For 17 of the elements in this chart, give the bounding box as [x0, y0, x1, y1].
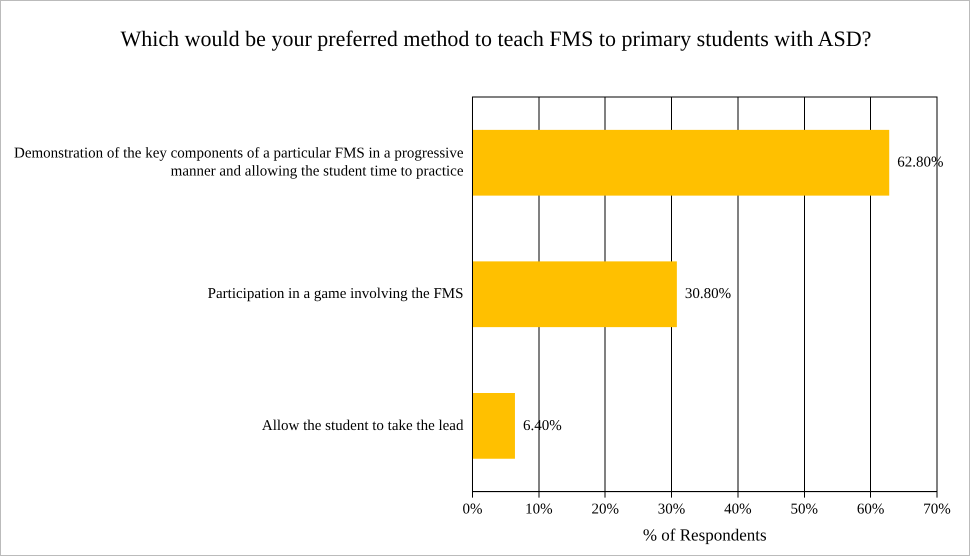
- y-tick-label: Demonstration of the key components of a particular FMS in a progressive manner and allowing the student time to practice: [14, 146, 464, 180]
- x-tick-label: 30%: [658, 502, 686, 518]
- x-tick-label: 40%: [724, 502, 752, 518]
- x-tick-label: 60%: [856, 502, 884, 518]
- bar: [472, 130, 890, 196]
- y-tick-label: Participation in a game involving the FMS: [208, 286, 464, 302]
- x-axis-title: % of Respondents: [642, 525, 767, 544]
- x-tick-label: 70%: [923, 502, 951, 518]
- data-label: 30.80%: [684, 286, 732, 302]
- bar: [472, 392, 515, 459]
- x-tick-label: 50%: [790, 502, 818, 518]
- y-tick-label: Allow the student to take the lead: [262, 418, 464, 434]
- chart-title: Which would be your preferred method to teach FMS to primary students with ASD?: [120, 25, 872, 53]
- x-tick-label: 10%: [525, 502, 553, 518]
- x-tick-label: 20%: [591, 502, 619, 518]
- x-tick-label: 0%: [462, 502, 482, 518]
- bar: [472, 261, 677, 328]
